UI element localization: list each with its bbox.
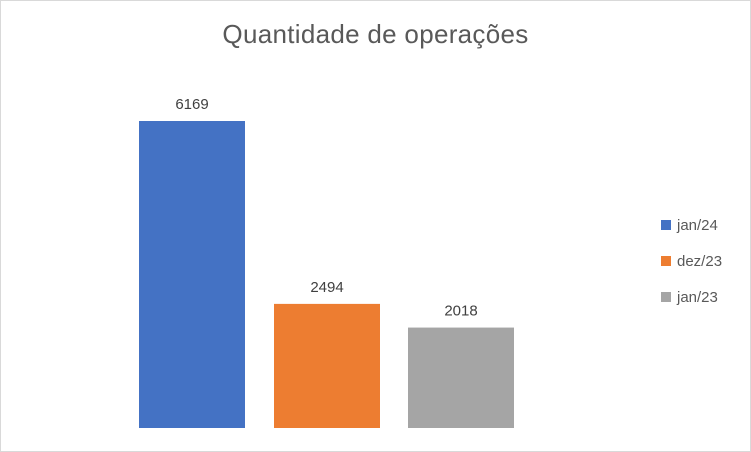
bar-jan-24: [139, 121, 245, 428]
legend-label-dez-23: dez/23: [677, 252, 723, 270]
data-label-jan-24: 6169: [175, 96, 208, 113]
legend-item-jan-23: jan/23: [661, 279, 749, 315]
legend-swatch-jan-24: [661, 220, 671, 230]
legend-swatch-dez-23: [661, 256, 671, 266]
legend-item-jan-24: jan/24: [661, 207, 749, 243]
legend: jan/24 dez/23 jan/23: [661, 207, 749, 315]
legend-label-jan-24: jan/24: [677, 216, 718, 234]
bar-dez-23: [274, 303, 380, 428]
legend-item-dez-23: dez/23: [661, 243, 749, 279]
data-label-dez-23: 2494: [310, 279, 343, 296]
chart-title: Quantidade de operações: [222, 19, 529, 49]
data-label-jan-23: 2018: [444, 303, 477, 320]
legend-swatch-jan-23: [661, 292, 671, 302]
bar-jan-23: [408, 327, 514, 428]
legend-label-jan-23: jan/23: [677, 288, 718, 306]
